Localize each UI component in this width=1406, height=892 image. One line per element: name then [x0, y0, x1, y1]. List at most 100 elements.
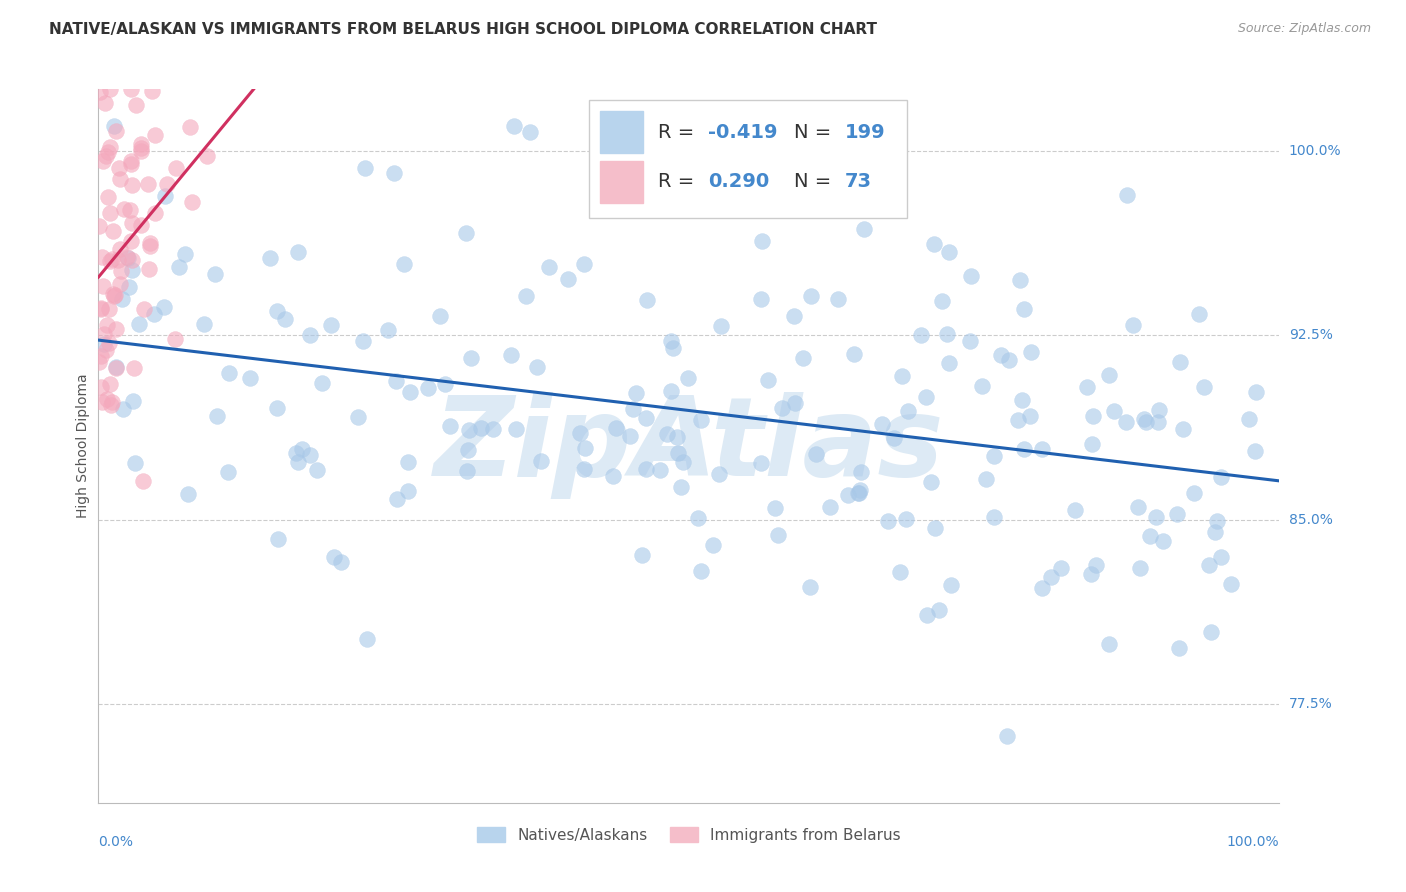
FancyBboxPatch shape	[589, 100, 907, 218]
Point	[602, 468, 624, 483]
Point	[792, 351, 814, 365]
Point	[460, 351, 482, 365]
Point	[98, 140, 121, 154]
Point	[960, 269, 983, 284]
Point	[91, 395, 114, 409]
Point	[90, 349, 112, 363]
Point	[800, 289, 823, 303]
Point	[1126, 500, 1149, 515]
Point	[145, 206, 167, 220]
Point	[96, 149, 118, 163]
Point	[1199, 625, 1222, 640]
Point	[1012, 442, 1035, 457]
Point	[931, 293, 953, 308]
Point	[105, 123, 128, 137]
Point	[936, 326, 959, 341]
Point	[259, 251, 281, 265]
Y-axis label: High School Diploma: High School Diploma	[76, 374, 90, 518]
Point	[990, 348, 1012, 362]
Text: N =: N =	[794, 122, 838, 142]
Point	[1192, 380, 1215, 394]
Text: Source: ZipAtlas.com: Source: ZipAtlas.com	[1237, 22, 1371, 36]
Point	[399, 385, 422, 400]
Point	[1168, 355, 1191, 369]
Point	[749, 292, 772, 306]
Point	[1076, 380, 1098, 394]
Point	[287, 455, 309, 469]
Point	[1018, 409, 1040, 423]
Point	[636, 411, 658, 425]
Point	[132, 475, 155, 489]
Point	[799, 580, 821, 594]
Point	[173, 247, 195, 261]
Point	[1219, 577, 1241, 591]
Point	[557, 272, 579, 286]
Text: N =: N =	[794, 172, 838, 192]
Point	[103, 289, 125, 303]
Point	[267, 532, 290, 546]
Point	[121, 252, 143, 267]
Point	[848, 486, 870, 500]
Point	[1187, 307, 1209, 321]
Point	[1098, 368, 1121, 383]
Point	[1147, 415, 1170, 429]
Point	[136, 177, 159, 191]
Point	[165, 332, 187, 346]
Point	[110, 264, 132, 278]
Point	[434, 376, 457, 391]
Point	[1133, 412, 1156, 426]
Point	[153, 189, 176, 203]
Point	[385, 491, 408, 506]
Point	[619, 429, 641, 443]
Text: 100.0%: 100.0%	[1289, 144, 1341, 158]
Point	[105, 360, 128, 375]
Point	[91, 250, 114, 264]
Point	[311, 376, 333, 390]
Point	[392, 257, 415, 271]
Point	[101, 395, 124, 409]
Point	[672, 455, 695, 469]
Point	[1209, 549, 1232, 564]
Point	[897, 404, 920, 418]
Point	[153, 301, 176, 315]
Point	[709, 467, 731, 482]
Point	[121, 178, 143, 192]
Point	[142, 307, 165, 321]
Point	[100, 398, 122, 412]
Point	[1011, 392, 1033, 407]
Point	[120, 234, 142, 248]
Point	[103, 119, 125, 133]
Point	[319, 318, 342, 332]
Point	[103, 224, 125, 238]
Point	[1144, 510, 1167, 524]
Text: R =: R =	[658, 122, 700, 142]
Point	[120, 82, 142, 96]
Point	[770, 401, 793, 416]
Point	[274, 312, 297, 326]
Point	[217, 465, 239, 479]
Point	[266, 303, 288, 318]
Point	[1171, 421, 1194, 435]
Point	[121, 263, 143, 277]
Point	[1243, 444, 1265, 458]
Point	[972, 379, 994, 393]
Point	[1049, 560, 1071, 574]
Point	[93, 337, 115, 351]
Point	[110, 242, 132, 256]
Point	[1019, 344, 1042, 359]
Point	[1206, 515, 1229, 529]
Point	[266, 401, 288, 416]
Text: 100.0%: 100.0%	[1227, 835, 1279, 849]
Point	[291, 442, 314, 456]
Point	[806, 447, 828, 461]
Point	[94, 95, 117, 110]
Point	[416, 381, 439, 395]
Point	[117, 251, 139, 265]
Point	[1166, 508, 1188, 522]
Point	[1239, 412, 1261, 426]
Point	[385, 374, 408, 388]
Point	[751, 456, 773, 470]
Point	[842, 346, 865, 360]
Point	[766, 528, 789, 542]
Point	[129, 219, 152, 233]
